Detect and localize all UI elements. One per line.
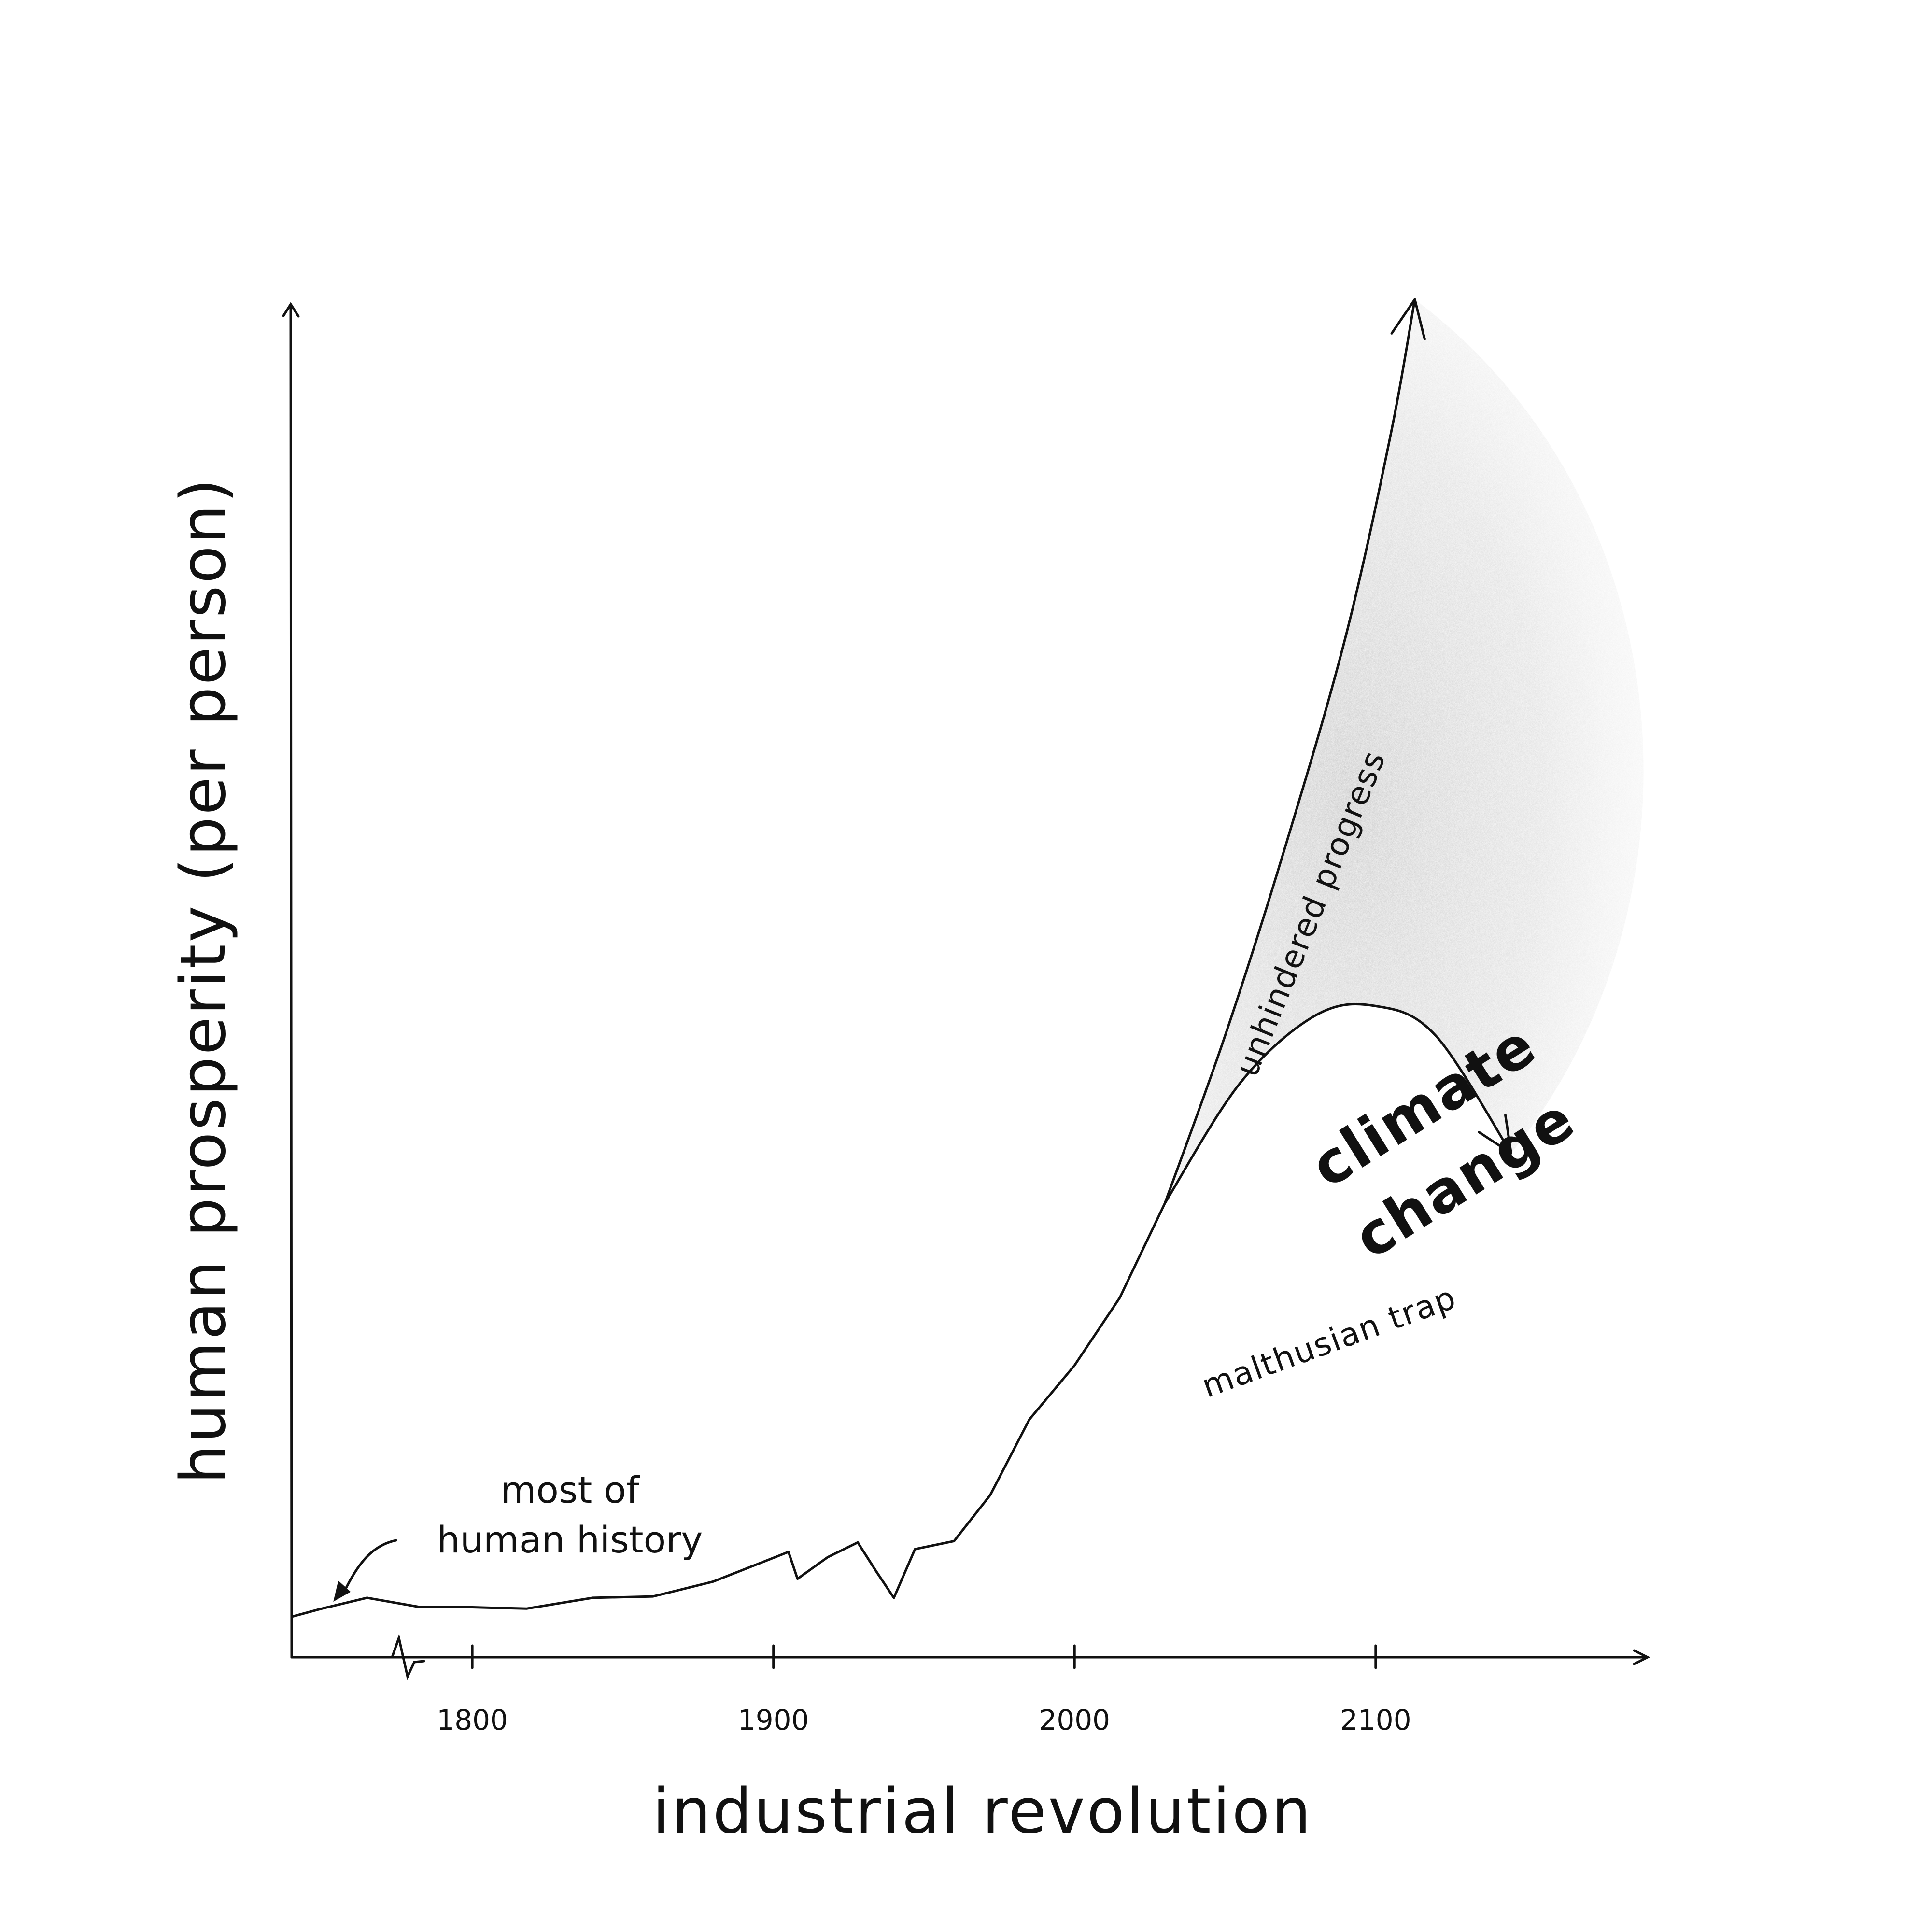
history-arrow-shaft xyxy=(342,1539,397,1594)
x-tick-label-2100: 2100 xyxy=(1340,1704,1411,1736)
y-axis xyxy=(282,302,300,1659)
series-lines xyxy=(290,298,1512,1618)
x-axis-ticks xyxy=(471,1644,1377,1669)
y-axis-line xyxy=(289,305,293,1659)
x-axis-arrowhead xyxy=(1633,1649,1650,1665)
history-annotation-line-2: human history xyxy=(437,1518,703,1561)
x-tick-label-1900: 1900 xyxy=(738,1704,809,1736)
climate-change-region xyxy=(1165,299,1644,1203)
x-axis xyxy=(290,1633,1650,1680)
x-tick-label-1800: 1800 xyxy=(437,1704,508,1736)
trap-arrowhead xyxy=(1478,1114,1512,1155)
y-axis-arrowhead xyxy=(282,302,300,318)
series-line-progress xyxy=(1163,298,1416,1205)
y-axis-title: human prosperity (per person) xyxy=(168,477,240,1484)
history-arrow-head xyxy=(333,1580,351,1602)
x-axis-tick-labels: 1800 1900 2000 2100 xyxy=(437,1704,1411,1736)
history-annotation-arrow xyxy=(333,1539,397,1602)
series-line-history xyxy=(290,1202,1166,1618)
x-tick-label-2000: 2000 xyxy=(1039,1704,1110,1736)
progress-arrowhead xyxy=(1390,298,1426,340)
history-annotation-line-1: most of xyxy=(500,1468,640,1511)
x-axis-glitch xyxy=(391,1633,425,1680)
trap-label: malthusian trap xyxy=(1197,1279,1461,1405)
series-line-trap xyxy=(1163,1002,1512,1205)
x-axis-title: industrial revolution xyxy=(652,1776,1312,1847)
